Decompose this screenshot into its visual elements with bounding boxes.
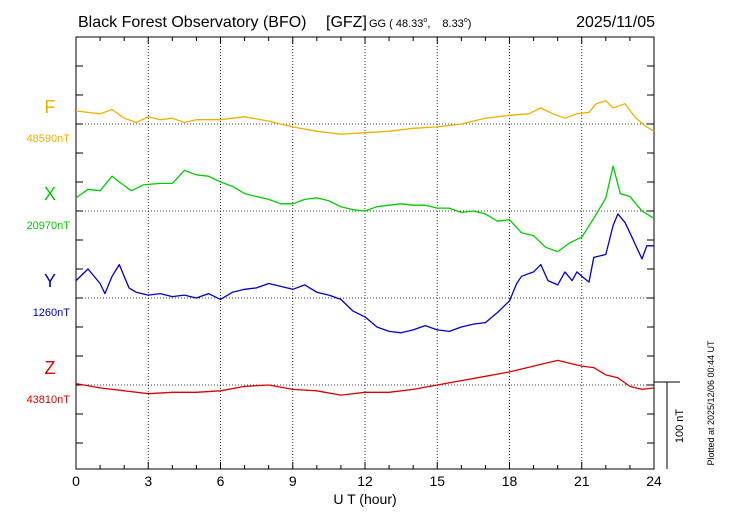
series-group	[75, 100, 655, 396]
x-tick-label: 24	[646, 473, 662, 489]
degree-symbol: o	[464, 17, 468, 24]
series-baseline-y: 1260nT	[33, 307, 71, 319]
x-tick-label: 6	[217, 473, 225, 489]
series-label-x: X	[44, 184, 56, 204]
coordinates: GG ( 48.33o, 8.33o)	[369, 17, 471, 30]
coord-longitude: 8.33	[442, 18, 463, 30]
coord-close: )	[468, 18, 472, 30]
agency-code: [GFZ]	[326, 14, 367, 31]
series-baseline-z: 43810nT	[27, 394, 71, 406]
chart-title: Black Forest Observatory (BFO)	[78, 14, 307, 31]
chart-date: 2025/11/05	[576, 14, 655, 31]
degree-symbol: o	[423, 17, 427, 24]
series-label-y: Y	[44, 271, 56, 291]
x-tick-label: 21	[574, 473, 590, 489]
y-ticks	[76, 65, 654, 444]
series-line-y	[75, 213, 654, 334]
series-label-f: F	[45, 97, 56, 117]
series-labels: F 48590nT X 20970nT Y 1260nT Z 43810nT	[27, 97, 71, 406]
x-tick-label: 0	[72, 473, 80, 489]
x-tick-label: 15	[429, 473, 445, 489]
x-axis: 0 3 6 9 12 15 18 21 24	[72, 37, 662, 489]
series-baseline-f: 48590nT	[27, 133, 71, 145]
grid	[76, 37, 654, 469]
coord-separator: ,	[427, 18, 430, 30]
x-tick-label: 18	[502, 473, 518, 489]
series-line-z	[75, 359, 655, 396]
series-line-f	[75, 100, 655, 135]
x-axis-label: U T (hour)	[333, 491, 396, 507]
x-tick-label: 12	[357, 473, 373, 489]
plotted-note: Plotted at 2025/12/06 00:44 UT	[706, 340, 716, 466]
series-baseline-x: 20970nT	[27, 220, 71, 232]
x-tick-label: 9	[289, 473, 297, 489]
series-line-x	[75, 165, 655, 253]
coord-latitude: GG ( 48.33	[369, 18, 423, 30]
x-tick-label: 3	[144, 473, 152, 489]
scale-bar-label: 100 nT	[674, 409, 686, 444]
series-label-z: Z	[45, 358, 56, 378]
